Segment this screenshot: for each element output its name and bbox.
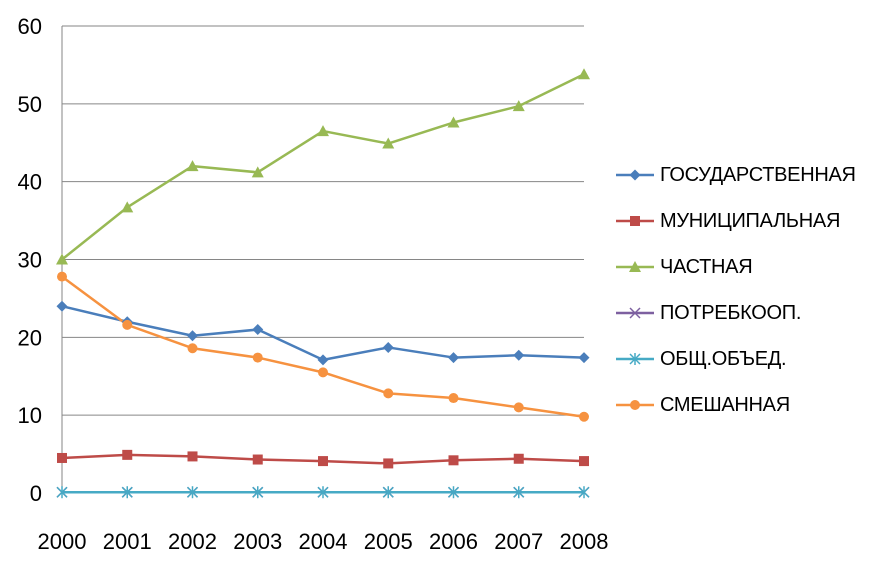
data-point (447, 486, 460, 499)
series-line (61, 275, 585, 418)
data-point (383, 458, 394, 469)
grid-lines (62, 25, 584, 416)
x-axis-tick-labels: 2000 2001 2002 2003 2004 2005 2006 2007 2008 (38, 529, 609, 554)
y-axis-tick-labels: 0 10 20 30 40 50 60 (18, 14, 42, 506)
data-point (382, 341, 394, 353)
y-tick-label: 10 (18, 403, 42, 428)
data-point (579, 411, 589, 422)
data-point (252, 352, 263, 363)
data-point (57, 452, 67, 463)
series-lines (61, 73, 585, 494)
legend-item: ЧАСТНАЯ (614, 244, 871, 290)
data-point (121, 201, 134, 213)
x-tick-label: 2006 (429, 529, 478, 554)
x-tick-label: 2007 (494, 529, 543, 554)
data-point (57, 271, 67, 282)
data-point (252, 324, 264, 336)
legend-label: ЧАСТНАЯ (660, 255, 753, 278)
legend-item: МУНИЦИПАЛЬНАЯ (614, 198, 871, 244)
legend-item: ПОТРЕБКООП. (614, 290, 871, 336)
legend-label: СМЕШАННАЯ (660, 393, 790, 416)
data-point (56, 486, 68, 499)
data-point (187, 343, 198, 354)
data-point (252, 454, 263, 465)
data-point (448, 455, 459, 466)
data-point (578, 352, 590, 364)
data-point (447, 116, 460, 128)
data-point (318, 367, 328, 378)
data-point (56, 253, 68, 265)
chart-legend: ГОСУДАРСТВЕННАЯ МУНИЦИПАЛЬНАЯ ЧАСТНАЯ ПОТРЕ… (614, 152, 871, 428)
data-point (579, 456, 589, 467)
legend-item: ОБЩ.ОБЪЕД. (614, 336, 871, 382)
data-point (382, 137, 395, 149)
data-point (629, 169, 641, 181)
y-tick-label: 20 (18, 325, 42, 350)
x-tick-label: 2002 (168, 529, 217, 554)
legend-label: ГОСУДАРСТВЕННАЯ (660, 163, 856, 186)
data-point (317, 486, 329, 499)
data-point (629, 307, 641, 319)
y-tick-label: 50 (18, 92, 42, 117)
data-point (512, 100, 525, 112)
data-point (251, 166, 264, 178)
data-point (121, 486, 133, 499)
data-point (630, 216, 640, 226)
data-point (513, 349, 525, 361)
data-point (630, 400, 640, 410)
series-line (61, 304, 585, 362)
legend-label: МУНИЦИПАЛЬНАЯ (660, 209, 841, 232)
data-point (382, 486, 394, 499)
data-point (578, 486, 590, 499)
data-point (122, 449, 133, 460)
data-point (187, 330, 198, 342)
legend-swatch (616, 400, 654, 410)
y-tick-label: 30 (18, 248, 42, 273)
data-point (187, 451, 198, 462)
data-point (578, 68, 590, 80)
legend-swatch (616, 307, 654, 319)
x-tick-label: 2004 (299, 529, 348, 554)
x-tick-label: 2008 (560, 529, 609, 554)
data-point (629, 261, 641, 272)
x-tick-label: 2000 (38, 529, 87, 554)
y-tick-label: 0 (30, 481, 42, 506)
legend-label: ОБЩ.ОБЪЕД. (660, 347, 787, 370)
data-point (186, 160, 199, 172)
data-point (252, 486, 264, 499)
data-point (383, 388, 394, 399)
legend-swatch (616, 353, 654, 365)
data-point (448, 352, 459, 364)
y-tick-label: 60 (18, 14, 42, 39)
data-point (513, 486, 525, 499)
y-tick-label: 40 (18, 170, 42, 195)
series-line (61, 73, 585, 261)
legend-swatch (616, 169, 654, 181)
legend-item: ГОСУДАРСТВЕННАЯ (614, 152, 871, 198)
data-point (317, 354, 329, 366)
data-point (513, 402, 524, 413)
data-point (318, 456, 328, 467)
x-tick-label: 2001 (103, 529, 152, 554)
legend-item: СМЕШАННАЯ (614, 382, 871, 428)
data-point (513, 453, 524, 464)
legend-swatch (616, 216, 654, 226)
data-point (448, 393, 459, 404)
data-point (56, 300, 68, 312)
data-point (122, 319, 133, 330)
legend-swatch (616, 261, 654, 272)
data-point (629, 353, 641, 365)
legend-label: ПОТРЕБКООП. (660, 301, 802, 324)
x-tick-label: 2003 (233, 529, 282, 554)
data-point (317, 125, 329, 137)
series-markers (56, 68, 590, 499)
x-tick-label: 2005 (364, 529, 413, 554)
data-point (186, 486, 199, 499)
